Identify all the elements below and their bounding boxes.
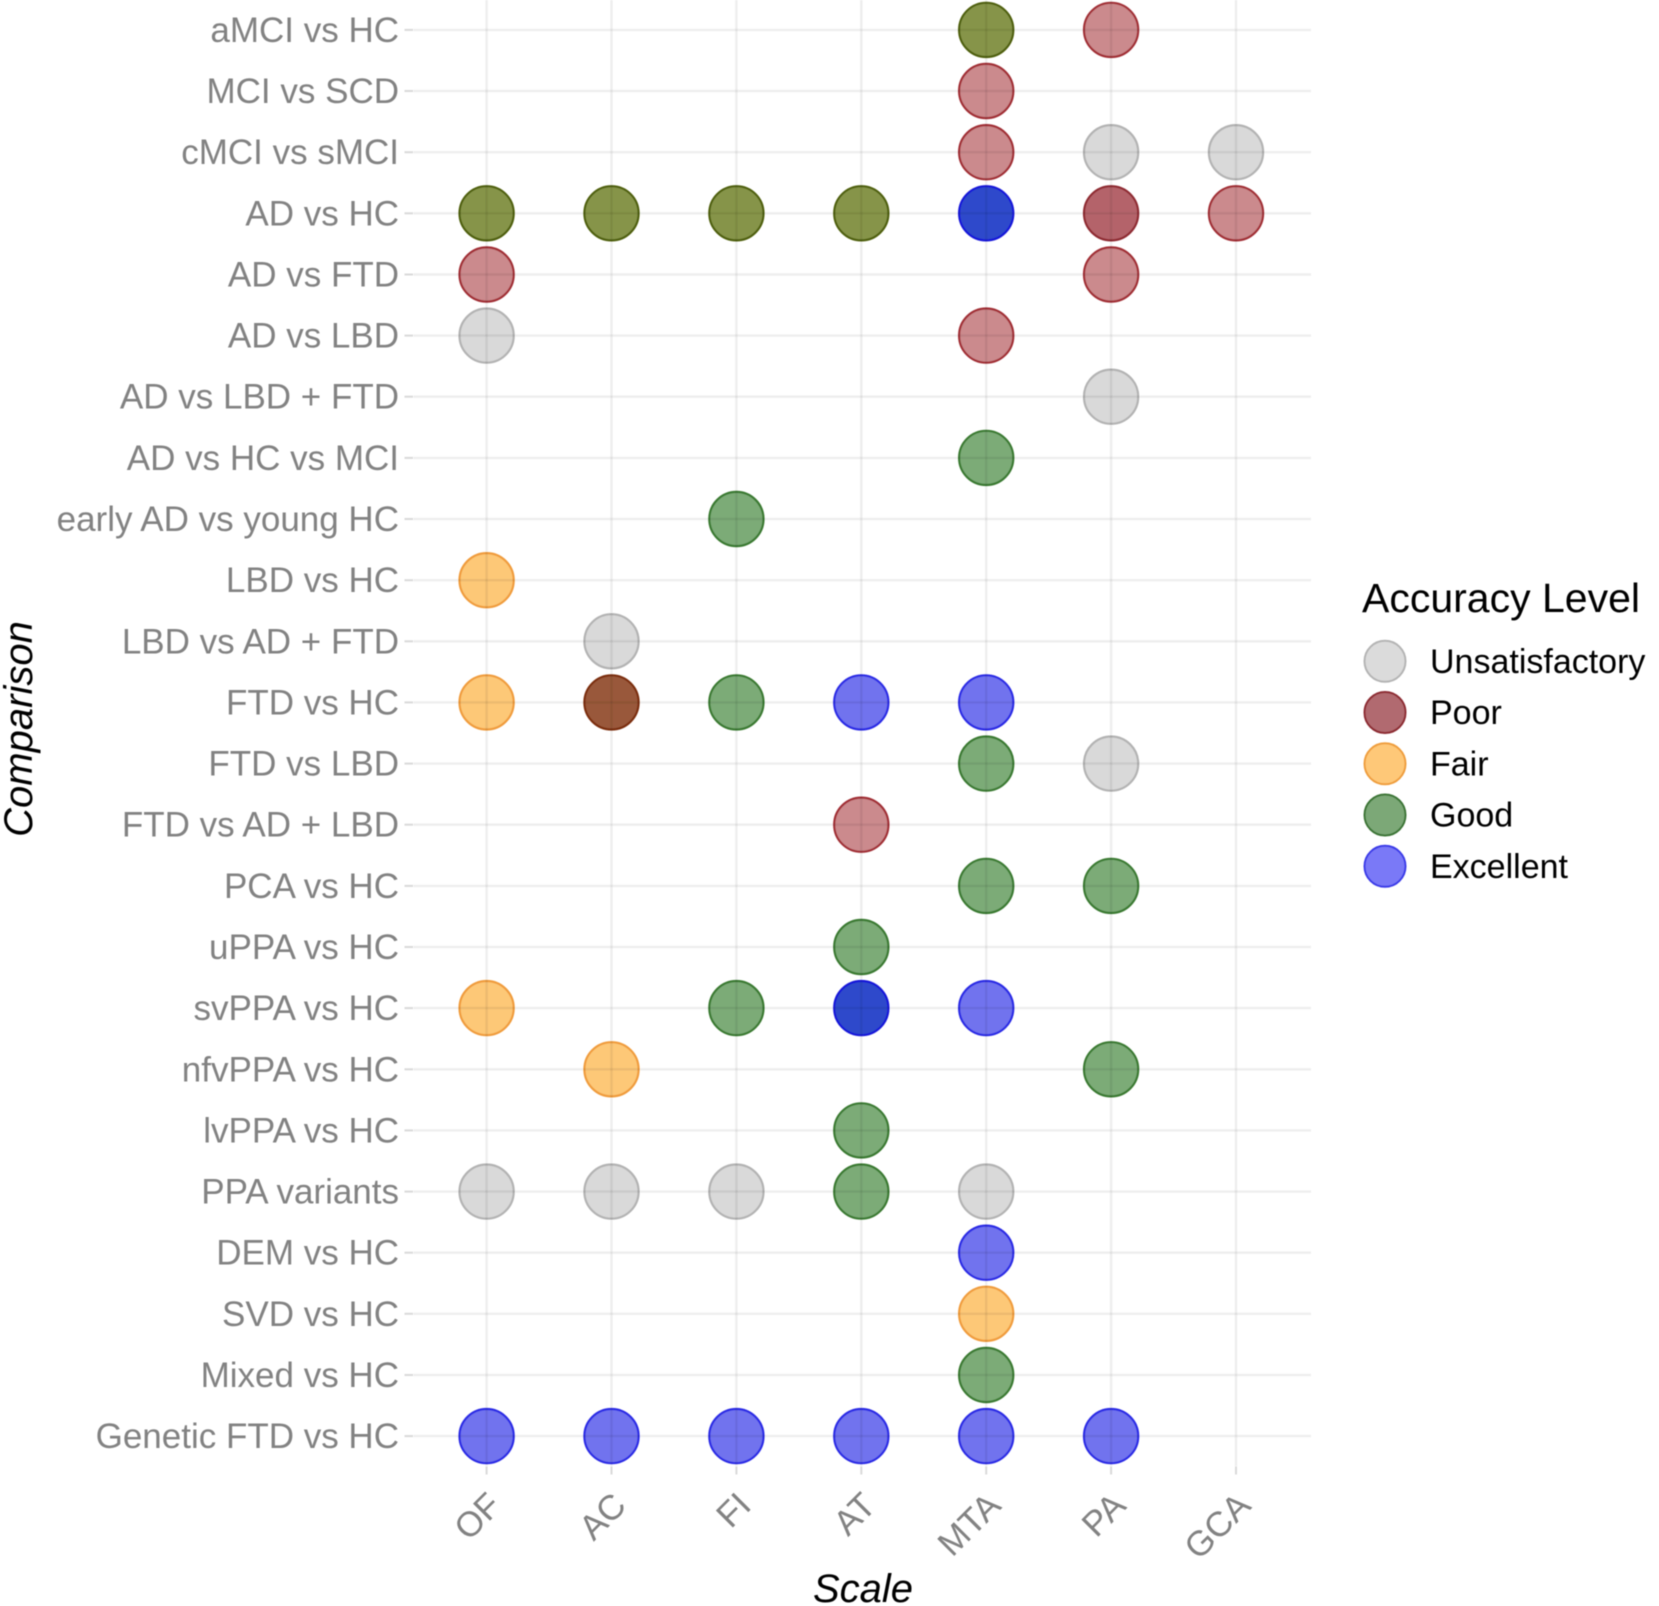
svg-text:Good: Good	[1430, 797, 1513, 835]
svg-text:AD vs FTD: AD vs FTD	[228, 256, 399, 295]
svg-text:uPPA vs HC: uPPA vs HC	[209, 928, 399, 967]
svg-text:Accuracy Level: Accuracy Level	[1362, 575, 1640, 621]
svg-text:early AD vs young HC: early AD vs young HC	[57, 500, 399, 539]
svg-text:Fair: Fair	[1430, 745, 1489, 783]
svg-text:LBD vs AD + FTD: LBD vs AD + FTD	[122, 622, 399, 661]
svg-text:Mixed vs HC: Mixed vs HC	[201, 1356, 399, 1395]
svg-text:SVD vs HC: SVD vs HC	[222, 1295, 399, 1334]
svg-text:AD vs HC vs MCI: AD vs HC vs MCI	[127, 439, 399, 478]
svg-text:Genetic FTD vs HC: Genetic FTD vs HC	[96, 1417, 399, 1456]
svg-text:nfvPPA vs HC: nfvPPA vs HC	[182, 1050, 399, 1089]
svg-text:DEM vs HC: DEM vs HC	[216, 1234, 399, 1273]
svg-text:MCI vs SCD: MCI vs SCD	[207, 72, 400, 111]
svg-text:PCA vs HC: PCA vs HC	[224, 867, 399, 906]
svg-text:Unsatisfactory: Unsatisfactory	[1430, 643, 1645, 681]
svg-text:Poor: Poor	[1430, 694, 1502, 732]
svg-text:cMCI vs sMCI: cMCI vs sMCI	[181, 133, 399, 172]
svg-text:FTD vs AD + LBD: FTD vs AD + LBD	[122, 806, 399, 845]
svg-text:Scale: Scale	[813, 1567, 913, 1606]
svg-text:FTD vs LBD: FTD vs LBD	[208, 745, 399, 784]
svg-text:svPPA vs HC: svPPA vs HC	[193, 989, 399, 1028]
svg-text:AD vs LBD + FTD: AD vs LBD + FTD	[120, 378, 399, 417]
svg-text:Comparison: Comparison	[0, 621, 41, 837]
svg-text:LBD vs HC: LBD vs HC	[226, 561, 399, 600]
svg-text:lvPPA vs HC: lvPPA vs HC	[203, 1111, 399, 1150]
svg-text:Excellent: Excellent	[1430, 848, 1569, 886]
svg-text:AD vs HC: AD vs HC	[245, 194, 399, 233]
svg-text:PPA variants: PPA variants	[201, 1173, 399, 1212]
svg-text:FTD vs HC: FTD vs HC	[226, 683, 399, 722]
svg-text:aMCI vs HC: aMCI vs HC	[210, 11, 399, 50]
svg-text:AD vs LBD: AD vs LBD	[228, 317, 399, 356]
